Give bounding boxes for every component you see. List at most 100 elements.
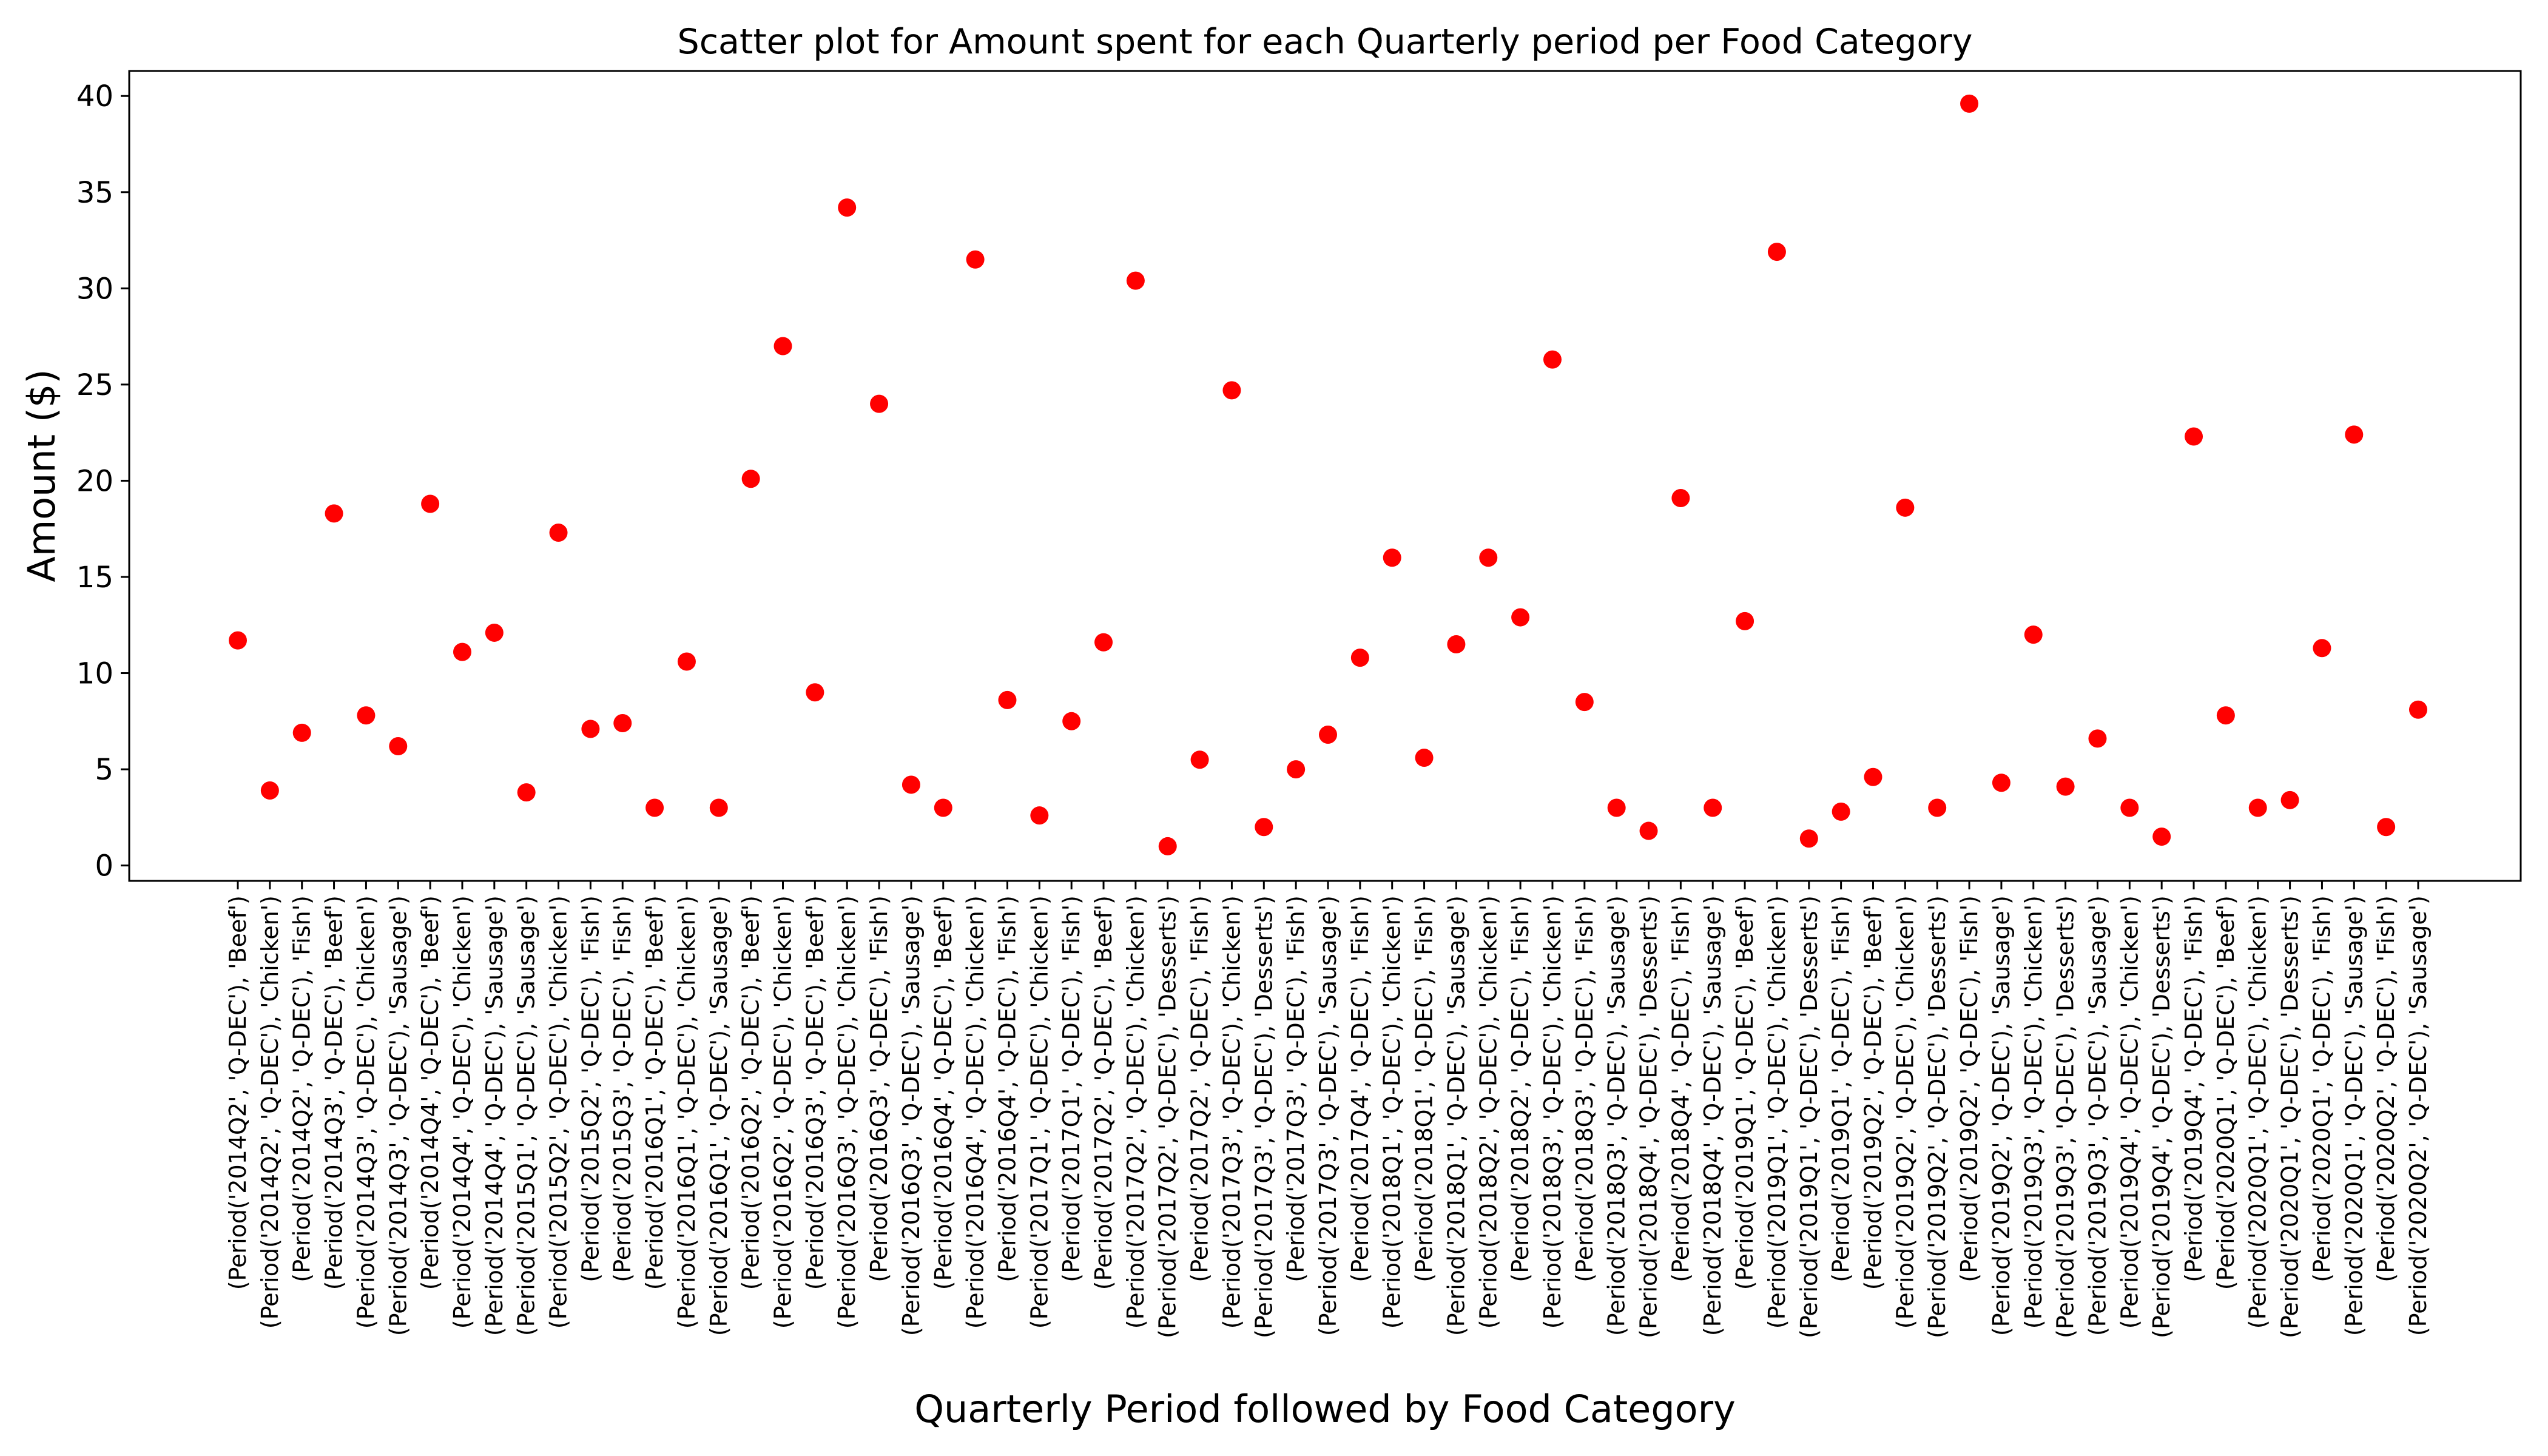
x-axis-label: Quarterly Period followed by Food Catego… — [914, 1387, 1736, 1431]
x-tick-label: (Period('2014Q3', 'Q-DEC'), 'Sausage') — [385, 895, 411, 1336]
data-point — [709, 798, 728, 817]
data-point — [1255, 818, 1273, 837]
data-point — [2216, 706, 2235, 725]
data-point — [357, 706, 376, 725]
data-point — [1190, 750, 1209, 769]
x-tick-label: (Period('2019Q3', 'Q-DEC'), 'Desserts') — [2052, 895, 2079, 1338]
data-point — [774, 337, 792, 356]
data-point — [2056, 777, 2075, 796]
x-tick-label: (Period('2015Q2', 'Q-DEC'), 'Fish') — [577, 895, 604, 1282]
x-tick-label: (Period('2019Q3', 'Q-DEC'), 'Sausage') — [2084, 895, 2111, 1336]
data-point — [1030, 806, 1049, 825]
x-tick-label: (Period('2019Q2', 'Q-DEC'), 'Fish') — [1956, 895, 1983, 1282]
x-tick-label: (Period('2020Q1', 'Q-DEC'), 'Desserts') — [2277, 895, 2304, 1338]
data-point — [1896, 498, 1915, 517]
x-tick-label: (Period('2018Q2', 'Q-DEC'), 'Chicken') — [1475, 895, 1502, 1329]
x-tick-label: (Period('2017Q2', 'Q-DEC'), 'Chicken') — [1122, 895, 1149, 1329]
data-point — [1960, 94, 1979, 113]
data-point — [1575, 693, 1594, 712]
y-tick-label: 10 — [76, 657, 113, 691]
x-tick-label: (Period('2020Q2', 'Q-DEC'), 'Sausage') — [2405, 895, 2432, 1336]
data-point — [292, 723, 311, 742]
data-point — [1511, 608, 1530, 627]
data-point — [966, 250, 985, 269]
data-point — [389, 737, 408, 756]
data-point — [260, 781, 279, 800]
x-tick-label: (Period('2020Q1', 'Q-DEC'), 'Chicken') — [2245, 895, 2271, 1329]
data-point — [1383, 548, 1401, 567]
x-tick-label: (Period('2014Q2', 'Q-DEC'), 'Beef') — [224, 895, 251, 1290]
data-point — [934, 798, 952, 817]
x-tick-label: (Period('2018Q2', 'Q-DEC'), 'Fish') — [1507, 895, 1534, 1282]
data-point — [1639, 821, 1658, 840]
data-point — [902, 775, 920, 794]
data-point — [581, 720, 600, 738]
x-tick-label: (Period('2017Q4', 'Q-DEC'), 'Fish') — [1347, 895, 1373, 1282]
x-tick-label: (Period('2014Q3', 'Q-DEC'), 'Beef') — [321, 895, 348, 1290]
data-point — [1736, 612, 1754, 630]
data-point — [1928, 798, 1947, 817]
y-tick-label: 15 — [76, 561, 113, 595]
data-point — [998, 690, 1017, 709]
data-point — [613, 713, 632, 732]
chart-title: Scatter plot for Amount spent for each Q… — [678, 22, 1973, 62]
data-point — [421, 494, 440, 513]
x-tick-label: (Period('2017Q3', 'Q-DEC'), 'Fish') — [1282, 895, 1309, 1282]
x-tick-label: (Period('2017Q3', 'Q-DEC'), 'Desserts') — [1250, 895, 1277, 1338]
data-point — [1704, 798, 1722, 817]
x-tick-label: (Period('2020Q1', 'Q-DEC'), 'Sausage') — [2341, 895, 2367, 1336]
x-tick-label: (Period('2017Q3', 'Q-DEC'), 'Sausage') — [1315, 895, 1341, 1336]
data-point — [806, 683, 824, 702]
data-point — [325, 504, 343, 523]
data-point — [1350, 649, 1369, 667]
data-point — [1062, 712, 1081, 730]
x-tick-label: (Period('2019Q1', 'Q-DEC'), 'Desserts') — [1796, 895, 1822, 1338]
x-tick-label: (Period('2015Q2', 'Q-DEC'), 'Chicken') — [545, 895, 572, 1329]
data-point — [870, 394, 889, 413]
x-tick-label: (Period('2018Q1', 'Q-DEC'), 'Fish') — [1411, 895, 1438, 1282]
x-tick-label: (Period('2017Q1', 'Q-DEC'), 'Fish') — [1058, 895, 1085, 1282]
x-tick-label: (Period('2016Q1', 'Q-DEC'), 'Sausage') — [706, 895, 732, 1336]
x-tick-label: (Period('2020Q1', 'Q-DEC'), 'Beef') — [2213, 895, 2239, 1290]
y-tick-label: 5 — [95, 753, 113, 787]
x-tick-label: (Period('2018Q4', 'Q-DEC'), 'Sausage') — [1699, 895, 1726, 1336]
axes-frame — [128, 70, 2522, 882]
x-tick-label: (Period('2017Q2', 'Q-DEC'), 'Fish') — [1187, 895, 1213, 1282]
x-tick-label: (Period('2019Q2', 'Q-DEC'), 'Sausage') — [1988, 895, 2015, 1336]
y-tick-label: 30 — [76, 272, 113, 306]
data-point — [2377, 818, 2396, 837]
data-point — [2088, 729, 2107, 748]
data-point — [1126, 271, 1145, 290]
x-tick-label: (Period('2019Q2', 'Q-DEC'), 'Chicken') — [1892, 895, 1918, 1329]
y-tick-label: 25 — [76, 368, 113, 402]
x-tick-label: (Period('2014Q2', 'Q-DEC'), 'Fish') — [289, 895, 315, 1282]
x-tick-label: (Period('2015Q3', 'Q-DEC'), 'Fish') — [609, 895, 636, 1282]
data-point — [453, 642, 471, 661]
x-tick-label: (Period('2018Q4', 'Q-DEC'), 'Fish') — [1667, 895, 1694, 1282]
y-tick-label: 35 — [76, 176, 113, 210]
data-point — [1447, 635, 1466, 653]
y-tick-label: 0 — [95, 849, 113, 883]
data-point — [485, 623, 504, 642]
x-tick-label: (Period('2019Q1', 'Q-DEC'), 'Fish') — [1828, 895, 1855, 1282]
data-point — [1287, 760, 1306, 779]
x-tick-label: (Period('2018Q1', 'Q-DEC'), 'Chicken') — [1379, 895, 1406, 1329]
data-point — [1222, 381, 1241, 400]
x-tick-label: (Period('2015Q1', 'Q-DEC'), 'Sausage') — [513, 895, 540, 1336]
x-tick-label: (Period('2016Q4', 'Q-DEC'), 'Beef') — [930, 895, 957, 1290]
y-tick-label: 40 — [76, 79, 113, 113]
data-point — [2313, 639, 2331, 658]
data-point — [1767, 243, 1786, 261]
x-tick-label: (Period('2019Q4', 'Q-DEC'), 'Desserts') — [2148, 895, 2175, 1338]
x-tick-label: (Period('2019Q3', 'Q-DEC'), 'Chicken') — [2020, 895, 2047, 1329]
x-tick-label: (Period('2014Q4', 'Q-DEC'), 'Sausage') — [481, 895, 508, 1336]
x-tick-label: (Period('2018Q4', 'Q-DEC'), 'Desserts') — [1636, 895, 1662, 1338]
x-tick-label: (Period('2019Q4', 'Q-DEC'), 'Fish') — [2180, 895, 2207, 1282]
x-tick-label: (Period('2016Q3', 'Q-DEC'), 'Chicken') — [834, 895, 860, 1329]
x-tick-label: (Period('2018Q3', 'Q-DEC'), 'Chicken') — [1539, 895, 1566, 1329]
data-point — [1671, 488, 1690, 507]
data-point — [838, 198, 857, 217]
data-point — [2120, 798, 2139, 817]
x-tick-label: (Period('2017Q2', 'Q-DEC'), 'Desserts') — [1154, 895, 1181, 1338]
